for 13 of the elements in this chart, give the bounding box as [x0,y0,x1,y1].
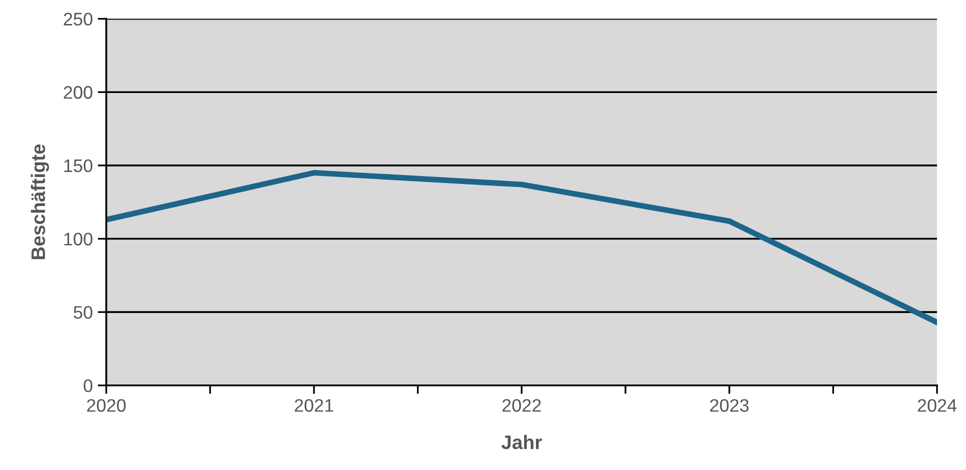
y-tick-label: 100 [64,232,92,246]
y-tick-label: 0 [84,379,92,392]
x-tick-label: 2023 [710,399,749,412]
y-tick-label: 50 [74,306,92,319]
y-axis-title: Beschäftigte [30,144,50,260]
y-tick-label: 250 [64,12,92,26]
x-tick-label: 2021 [294,399,334,412]
x-tick-label: 2024 [918,399,957,412]
x-tick-label: 2020 [87,399,126,412]
x-axis-title: Jahr [501,434,542,450]
y-tick-label: 200 [64,86,92,99]
y-tick-label: 150 [64,159,92,172]
x-tick-label: 2022 [502,399,541,412]
